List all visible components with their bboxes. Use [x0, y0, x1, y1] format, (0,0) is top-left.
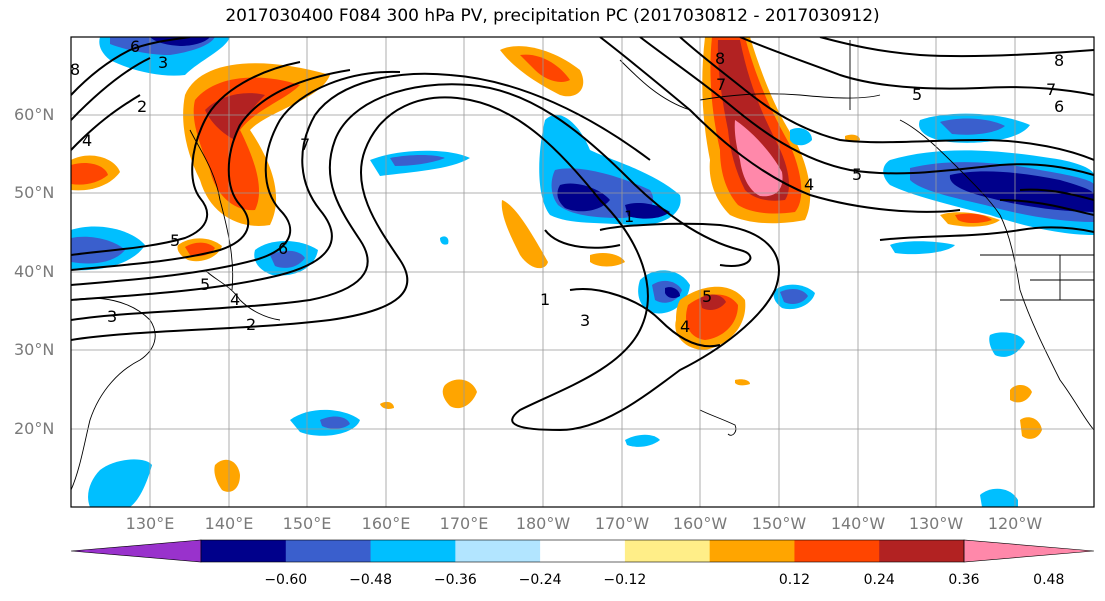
pv-label: 7	[1046, 80, 1056, 99]
pv-label: 6	[130, 37, 140, 56]
colorbar-extend-high	[963, 539, 1095, 563]
lon-label: 180°W	[515, 514, 571, 533]
colorbar-segment	[879, 540, 965, 562]
colorbar-tick-label: −0.48	[349, 572, 392, 588]
colorbar-tick-label: 0.36	[948, 572, 980, 588]
lon-label: 170°E	[439, 514, 489, 533]
pv-label: 1	[540, 290, 550, 309]
lon-label: 150°W	[751, 514, 807, 533]
lat-label: 60°N	[14, 105, 55, 124]
colorbar-tick-label: −0.36	[433, 572, 477, 588]
colorbar-segment	[624, 540, 711, 562]
lon-label: 120°W	[987, 514, 1043, 533]
lon-label: 140°E	[204, 514, 254, 533]
pv-label: 5	[200, 275, 210, 294]
pv-label: 3	[107, 307, 117, 326]
pv-label: 6	[278, 239, 288, 258]
colorbar-segment	[455, 540, 541, 562]
pv-label: 1	[624, 207, 634, 226]
colorbar-segment	[709, 540, 795, 562]
colorbar-segment	[370, 540, 456, 562]
lat-label: 30°N	[14, 340, 55, 359]
map-title: 2017030400 F084 300 hPa PV, precipitatio…	[225, 6, 880, 26]
lon-label: 140°W	[830, 514, 886, 533]
lon-label: 130°W	[908, 514, 964, 533]
colorbar-segment	[285, 540, 372, 562]
pv-label: 4	[680, 317, 690, 336]
pv-label: 3	[580, 311, 590, 330]
pv-label: 4	[82, 131, 92, 150]
pv-label: 3	[158, 53, 168, 72]
lat-label: 20°N	[14, 419, 55, 438]
lon-label: 170°W	[594, 514, 650, 533]
colorbar-tick-label: 0.48	[1033, 572, 1065, 588]
pv-label: 8	[715, 49, 725, 68]
lat-label: 40°N	[14, 262, 55, 281]
pv-label: 2	[246, 315, 256, 334]
colorbar-tick-label: −0.12	[603, 572, 647, 588]
gridlines	[71, 37, 1094, 507]
colorbar-tick-label: −0.24	[518, 572, 562, 588]
lon-label: 160°E	[361, 514, 411, 533]
pv-contours	[71, 37, 1094, 432]
pv-label: 2	[137, 97, 147, 116]
lon-label: 160°W	[672, 514, 728, 533]
pv-label: 8	[1054, 51, 1064, 70]
pv-label: 6	[1054, 97, 1064, 116]
colorbar-segment	[794, 540, 880, 562]
pv-label: 5	[170, 231, 180, 250]
pv-label: 7	[716, 75, 726, 94]
colorbar-frame	[200, 539, 965, 563]
colorbar-tick-label: 0.24	[863, 572, 895, 588]
lon-label: 150°E	[282, 514, 332, 533]
colorbar-tick-label: −0.60	[264, 572, 308, 588]
colorbar-segment	[540, 540, 626, 562]
colorbar-tick-label: 0.12	[778, 572, 811, 588]
pv-label: 4	[804, 175, 814, 194]
pv-contour-labels: 8 6 3 2 4 5 6 7 3 5 4 2 1 3 4 5 1 7 8 5 …	[70, 37, 1064, 336]
lat-label: 50°N	[14, 183, 55, 202]
colorbar-extend-low	[70, 539, 202, 563]
pv-label: 5	[912, 85, 922, 104]
pv-label: 8	[70, 60, 80, 79]
colorbar	[70, 539, 1095, 563]
map-frame	[70, 36, 1095, 508]
pv-label: 5	[852, 165, 862, 184]
pv-label: 5	[702, 287, 712, 306]
lon-label: 130°E	[125, 514, 175, 533]
pv-label: 4	[230, 290, 240, 309]
pv-label: 7	[300, 135, 310, 154]
colorbar-segment	[201, 540, 287, 562]
